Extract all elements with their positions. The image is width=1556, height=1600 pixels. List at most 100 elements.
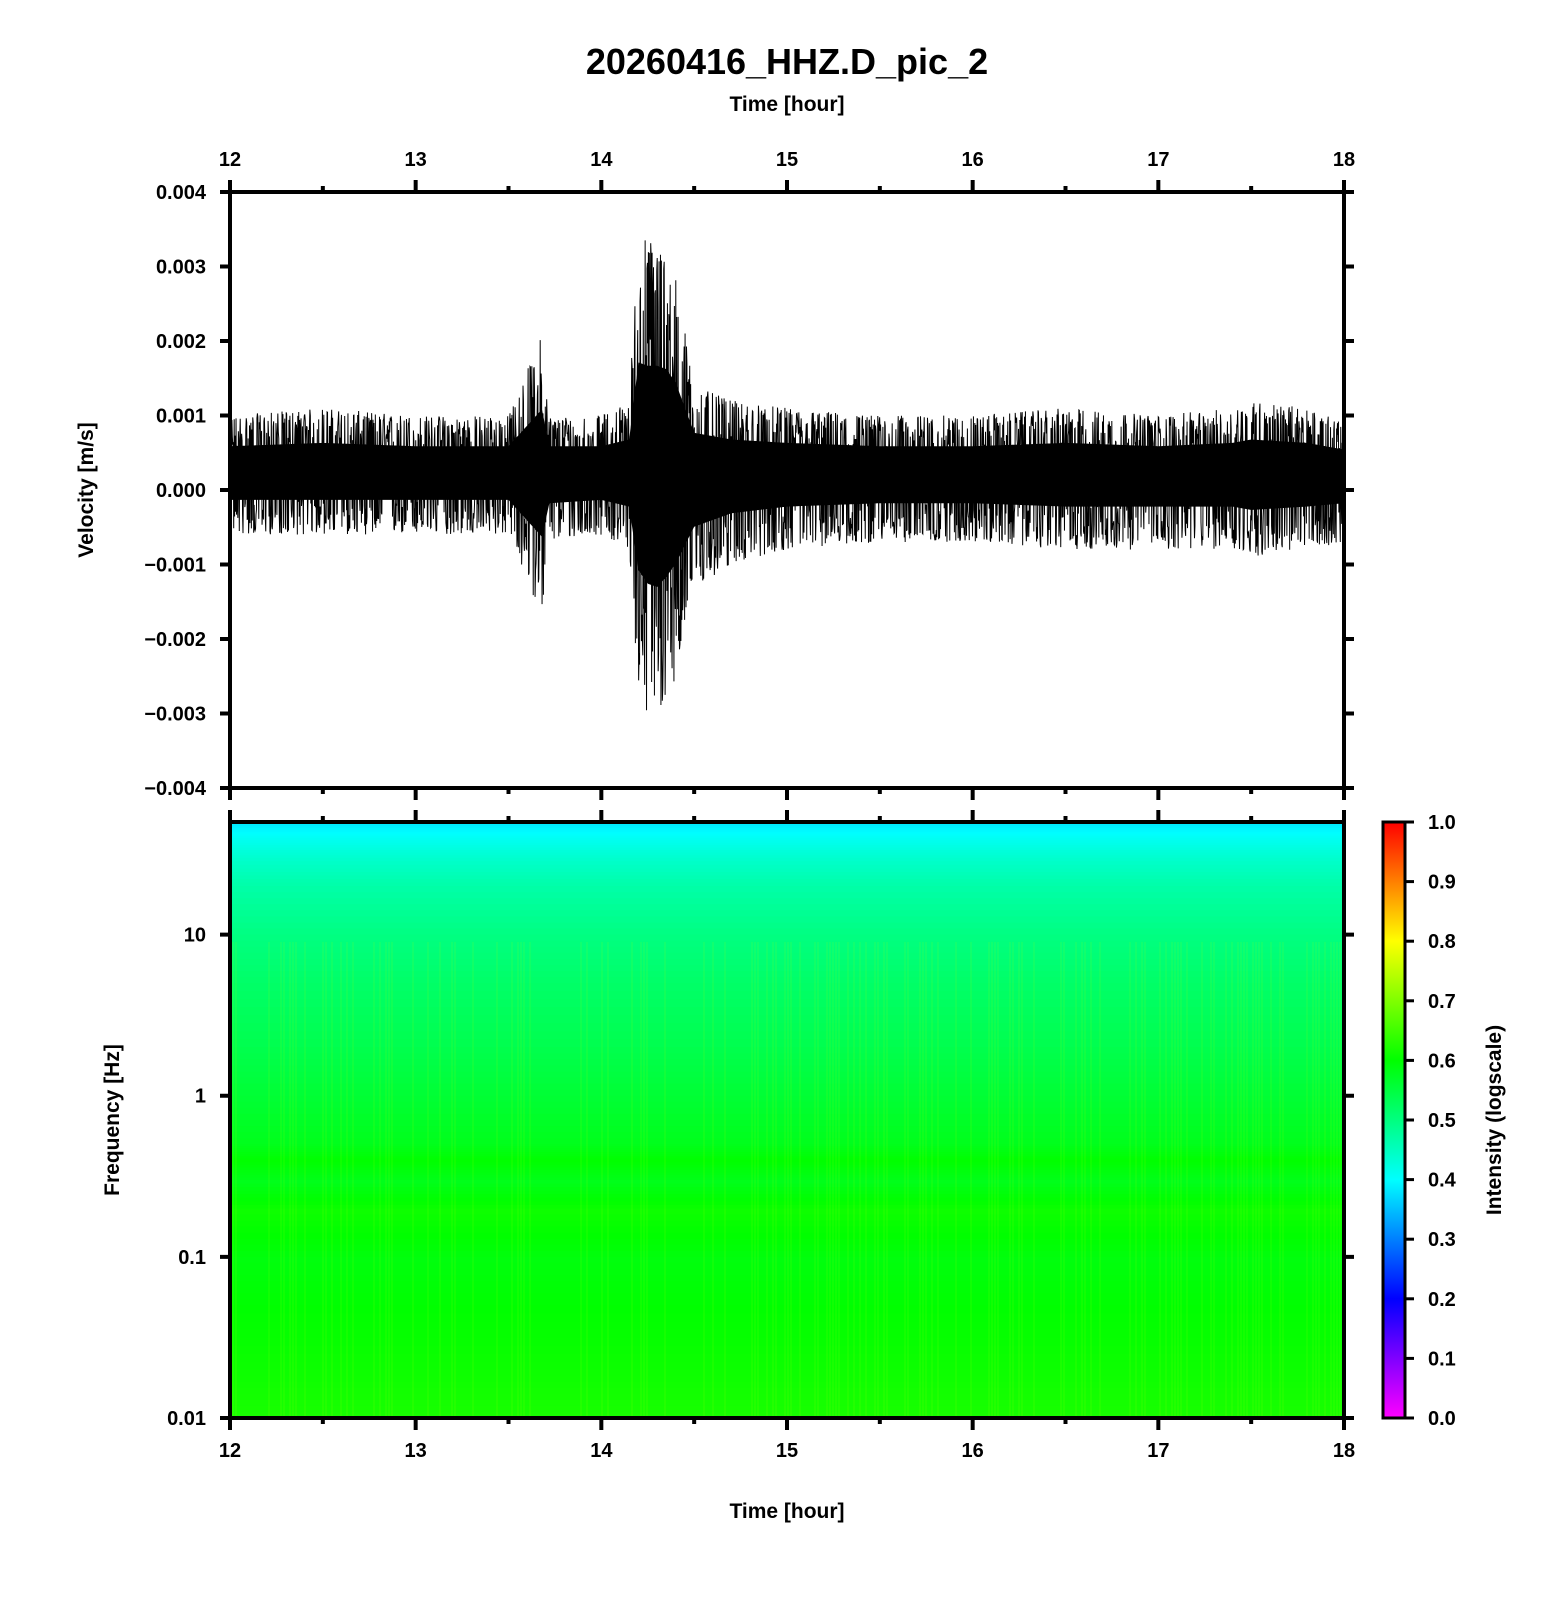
frequency-y-tick-label: 0.01 xyxy=(167,1408,206,1430)
bottom-x-tick-label: 15 xyxy=(776,1440,798,1462)
bottom-x-tick-label: 16 xyxy=(962,1440,984,1462)
spectrogram-band xyxy=(230,1152,1344,1155)
spectrogram-band xyxy=(230,1101,1344,1109)
spectrogram-band xyxy=(230,922,1344,930)
top-x-tick-label: 18 xyxy=(1333,149,1355,171)
waveform-line xyxy=(230,240,1344,711)
spectrogram-band xyxy=(230,1154,1344,1157)
spectrogram-band xyxy=(230,1167,1344,1171)
spectrogram-band xyxy=(230,1214,1344,1222)
spectrogram-panel: 12 13 14 15 16 17 18 10 1 0.1 0.01 Frequency [Hz]… xyxy=(101,820,1355,1523)
colorbar-label: Intensity (logscale) xyxy=(1483,1025,1506,1215)
bottom-x-tick-label: 18 xyxy=(1333,1440,1355,1462)
spectrogram-band xyxy=(230,833,1344,837)
spectrogram-band xyxy=(230,1329,1344,1339)
colorbar-tick-label: 0.6 xyxy=(1428,1050,1456,1072)
velocity-y-tick-label: 0.000 xyxy=(156,480,206,502)
velocity-panel: 12 13 14 15 16 17 18 0.004 0.003 0.002 0.001 0.000… xyxy=(75,149,1355,822)
spectrogram-band xyxy=(230,1162,1344,1166)
spectrogram-band xyxy=(230,1146,1344,1149)
spectrogram-band xyxy=(230,1126,1344,1133)
spectrogram-band xyxy=(230,1387,1344,1395)
spectrogram-band xyxy=(230,1023,1344,1033)
spectrogram-band xyxy=(230,1039,1344,1049)
spectrogram-band xyxy=(230,1393,1344,1401)
spectrogram-band xyxy=(230,1337,1344,1347)
spectrogram-band xyxy=(230,1305,1344,1315)
spectrogram-band xyxy=(230,916,1344,924)
spectrogram-band xyxy=(230,1226,1344,1234)
spectrogram-band xyxy=(230,1197,1344,1203)
frequency-y-axis: 10 1 0.1 0.01 xyxy=(167,925,1354,1430)
velocity-y-tick-label: −0.004 xyxy=(144,778,207,800)
spectrogram-band xyxy=(230,1194,1344,1199)
velocity-y-tick-label: 0.003 xyxy=(156,257,206,279)
spectrogram-band xyxy=(230,910,1344,918)
spectrogram-band xyxy=(230,934,1344,942)
velocity-y-tick-label: −0.002 xyxy=(144,629,206,651)
spectrogram-band xyxy=(230,1345,1344,1355)
spectrogram-band xyxy=(230,1164,1344,1169)
top-x-tick-label: 14 xyxy=(590,149,613,171)
colorbar-tick-label: 0.1 xyxy=(1428,1348,1456,1370)
spectrogram-band xyxy=(230,875,1344,880)
spectrogram-band xyxy=(230,971,1344,978)
spectrogram-band xyxy=(230,1208,1344,1216)
spectrogram-band xyxy=(230,952,1344,960)
spectrogram-band xyxy=(230,1287,1344,1295)
colorbar-tick-label: 0.3 xyxy=(1428,1229,1456,1251)
frequency-y-tick-label: 10 xyxy=(184,925,206,947)
spectrogram-band xyxy=(230,1113,1344,1121)
spectrogram-band xyxy=(230,1375,1344,1383)
spectrogram-band xyxy=(230,868,1344,873)
spectrogram-band xyxy=(230,840,1344,844)
spectrogram-band xyxy=(230,852,1344,857)
spectrogram-band xyxy=(230,1172,1344,1176)
colorbar-tick-label: 1.0 xyxy=(1428,812,1456,834)
colorbar-gradient xyxy=(1381,820,1407,1420)
top-x-tick-label: 15 xyxy=(776,149,798,171)
spectrogram-band xyxy=(230,1232,1344,1240)
spectrogram-band xyxy=(230,1262,1344,1270)
colorbar-tick-label: 0.9 xyxy=(1428,872,1456,894)
velocity-y-axis: 0.004 0.003 0.002 0.001 0.000 −0.001 −0.002 −0.… xyxy=(144,182,1354,800)
spectrogram-band xyxy=(230,1353,1344,1363)
spectrogram-band xyxy=(230,1132,1344,1139)
spectrogram-band xyxy=(230,1256,1344,1264)
velocity-y-axis-label: Velocity [m/s] xyxy=(75,422,98,557)
spectrogram-band xyxy=(230,1250,1344,1258)
spectrogram-band xyxy=(230,837,1344,841)
waveform-core xyxy=(230,362,1344,587)
colorbar-tick-label: 0.2 xyxy=(1428,1289,1456,1311)
spectrogram-band xyxy=(230,1007,1344,1016)
spectrogram-band xyxy=(230,958,1344,966)
colorbar-tick-label: 0.7 xyxy=(1428,991,1456,1013)
colorbar-tick-label: 0.4 xyxy=(1428,1170,1457,1192)
spectrogram-band xyxy=(230,1275,1344,1282)
spectrogram-band xyxy=(230,977,1344,984)
spectrogram-band xyxy=(230,1053,1344,1061)
bottom-x-tick-label: 17 xyxy=(1147,1440,1169,1462)
spectrogram-band xyxy=(230,1244,1344,1252)
chart-title: 20260416_HHZ.D_pic_2 xyxy=(586,41,988,82)
spectrogram-band xyxy=(230,1269,1344,1276)
spectrogram-band xyxy=(230,1138,1344,1146)
bottom-x-tick-label: 13 xyxy=(405,1440,427,1462)
spectrogram-band xyxy=(230,1399,1344,1407)
spectrogram-band xyxy=(230,1150,1344,1153)
spectrogram-band xyxy=(230,1089,1344,1097)
spectrogram-band xyxy=(230,1187,1344,1192)
bottom-x-axis-label: Time [hour] xyxy=(729,1500,844,1523)
spectrogram-band xyxy=(230,1159,1344,1164)
spectrogram-band xyxy=(230,1047,1344,1055)
top-x-tick-label: 17 xyxy=(1147,149,1169,171)
spectrogram-band xyxy=(230,904,1344,912)
spectrogram-band xyxy=(230,1031,1344,1041)
spectrogram-band xyxy=(230,1059,1344,1067)
spectrogram-band xyxy=(230,1321,1344,1331)
colorbar-tick-label: 0.5 xyxy=(1428,1110,1456,1132)
spectrogram-band xyxy=(230,825,1344,829)
colorbar-tick-label: 0.0 xyxy=(1428,1408,1456,1430)
spectrogram-band xyxy=(230,964,1344,972)
spectrogram-band xyxy=(230,835,1344,839)
